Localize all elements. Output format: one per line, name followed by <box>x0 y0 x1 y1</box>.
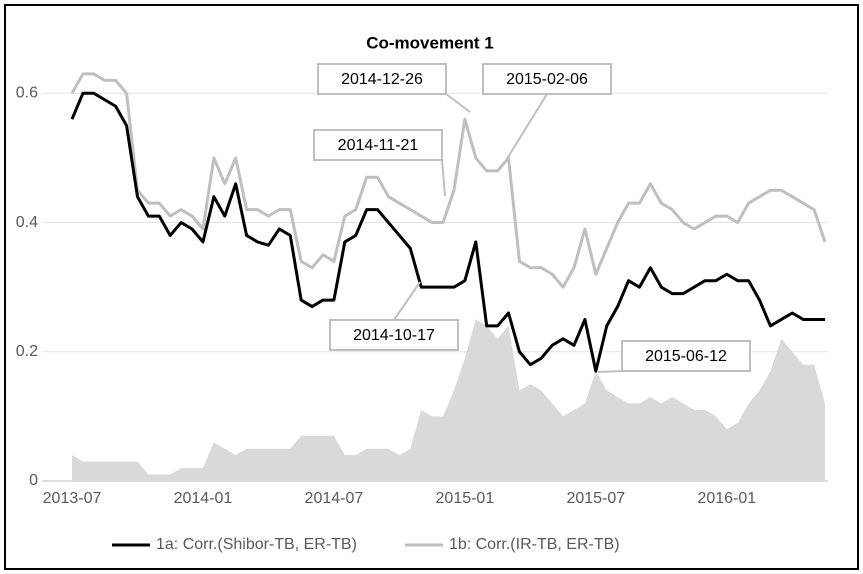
x-tick-label: 2013-07 <box>43 490 102 507</box>
x-tick-label: 2014-01 <box>174 490 233 507</box>
x-tick-label: 2014-07 <box>305 490 364 507</box>
annotation-leader <box>393 281 421 321</box>
annotation-box <box>317 63 447 95</box>
line <box>70 91 825 373</box>
annotation-text: 2014-10-17 <box>353 327 435 344</box>
x-tick-label: 2015-07 <box>566 490 625 507</box>
chart-title: Co-movement 1 <box>366 33 494 52</box>
y-tick-label: 0 <box>29 472 38 489</box>
annotation-box <box>482 63 612 95</box>
x-tick-label: 2016-01 <box>697 490 756 507</box>
annotation-leader <box>445 93 471 113</box>
annotation-text: 2014-11-21 <box>338 137 419 154</box>
annotation-text: 2015-02-06 <box>506 71 588 88</box>
annotation-box <box>313 129 443 161</box>
area <box>72 319 825 481</box>
x-tick-label: 2015-01 <box>436 490 495 507</box>
y-tick-label: 0.6 <box>16 85 38 102</box>
annotation-box <box>329 319 459 351</box>
legend-label: 1a: Corr.(Shibor-TB, ER-TB) <box>156 536 357 553</box>
y-tick-label: 0.4 <box>16 214 38 231</box>
y-tick-label: 0.2 <box>16 343 38 360</box>
annotation-text: 2015-06-12 <box>645 348 727 365</box>
annotation-box <box>621 340 751 372</box>
annotation-text: 2014-12-26 <box>341 71 423 88</box>
legend-label: 1b: Corr.(IR-TB, ER-TB) <box>449 536 620 553</box>
line <box>70 72 827 289</box>
annotation-leader <box>504 93 548 163</box>
annotation-leader <box>597 370 623 373</box>
annotation-leader <box>441 159 446 197</box>
